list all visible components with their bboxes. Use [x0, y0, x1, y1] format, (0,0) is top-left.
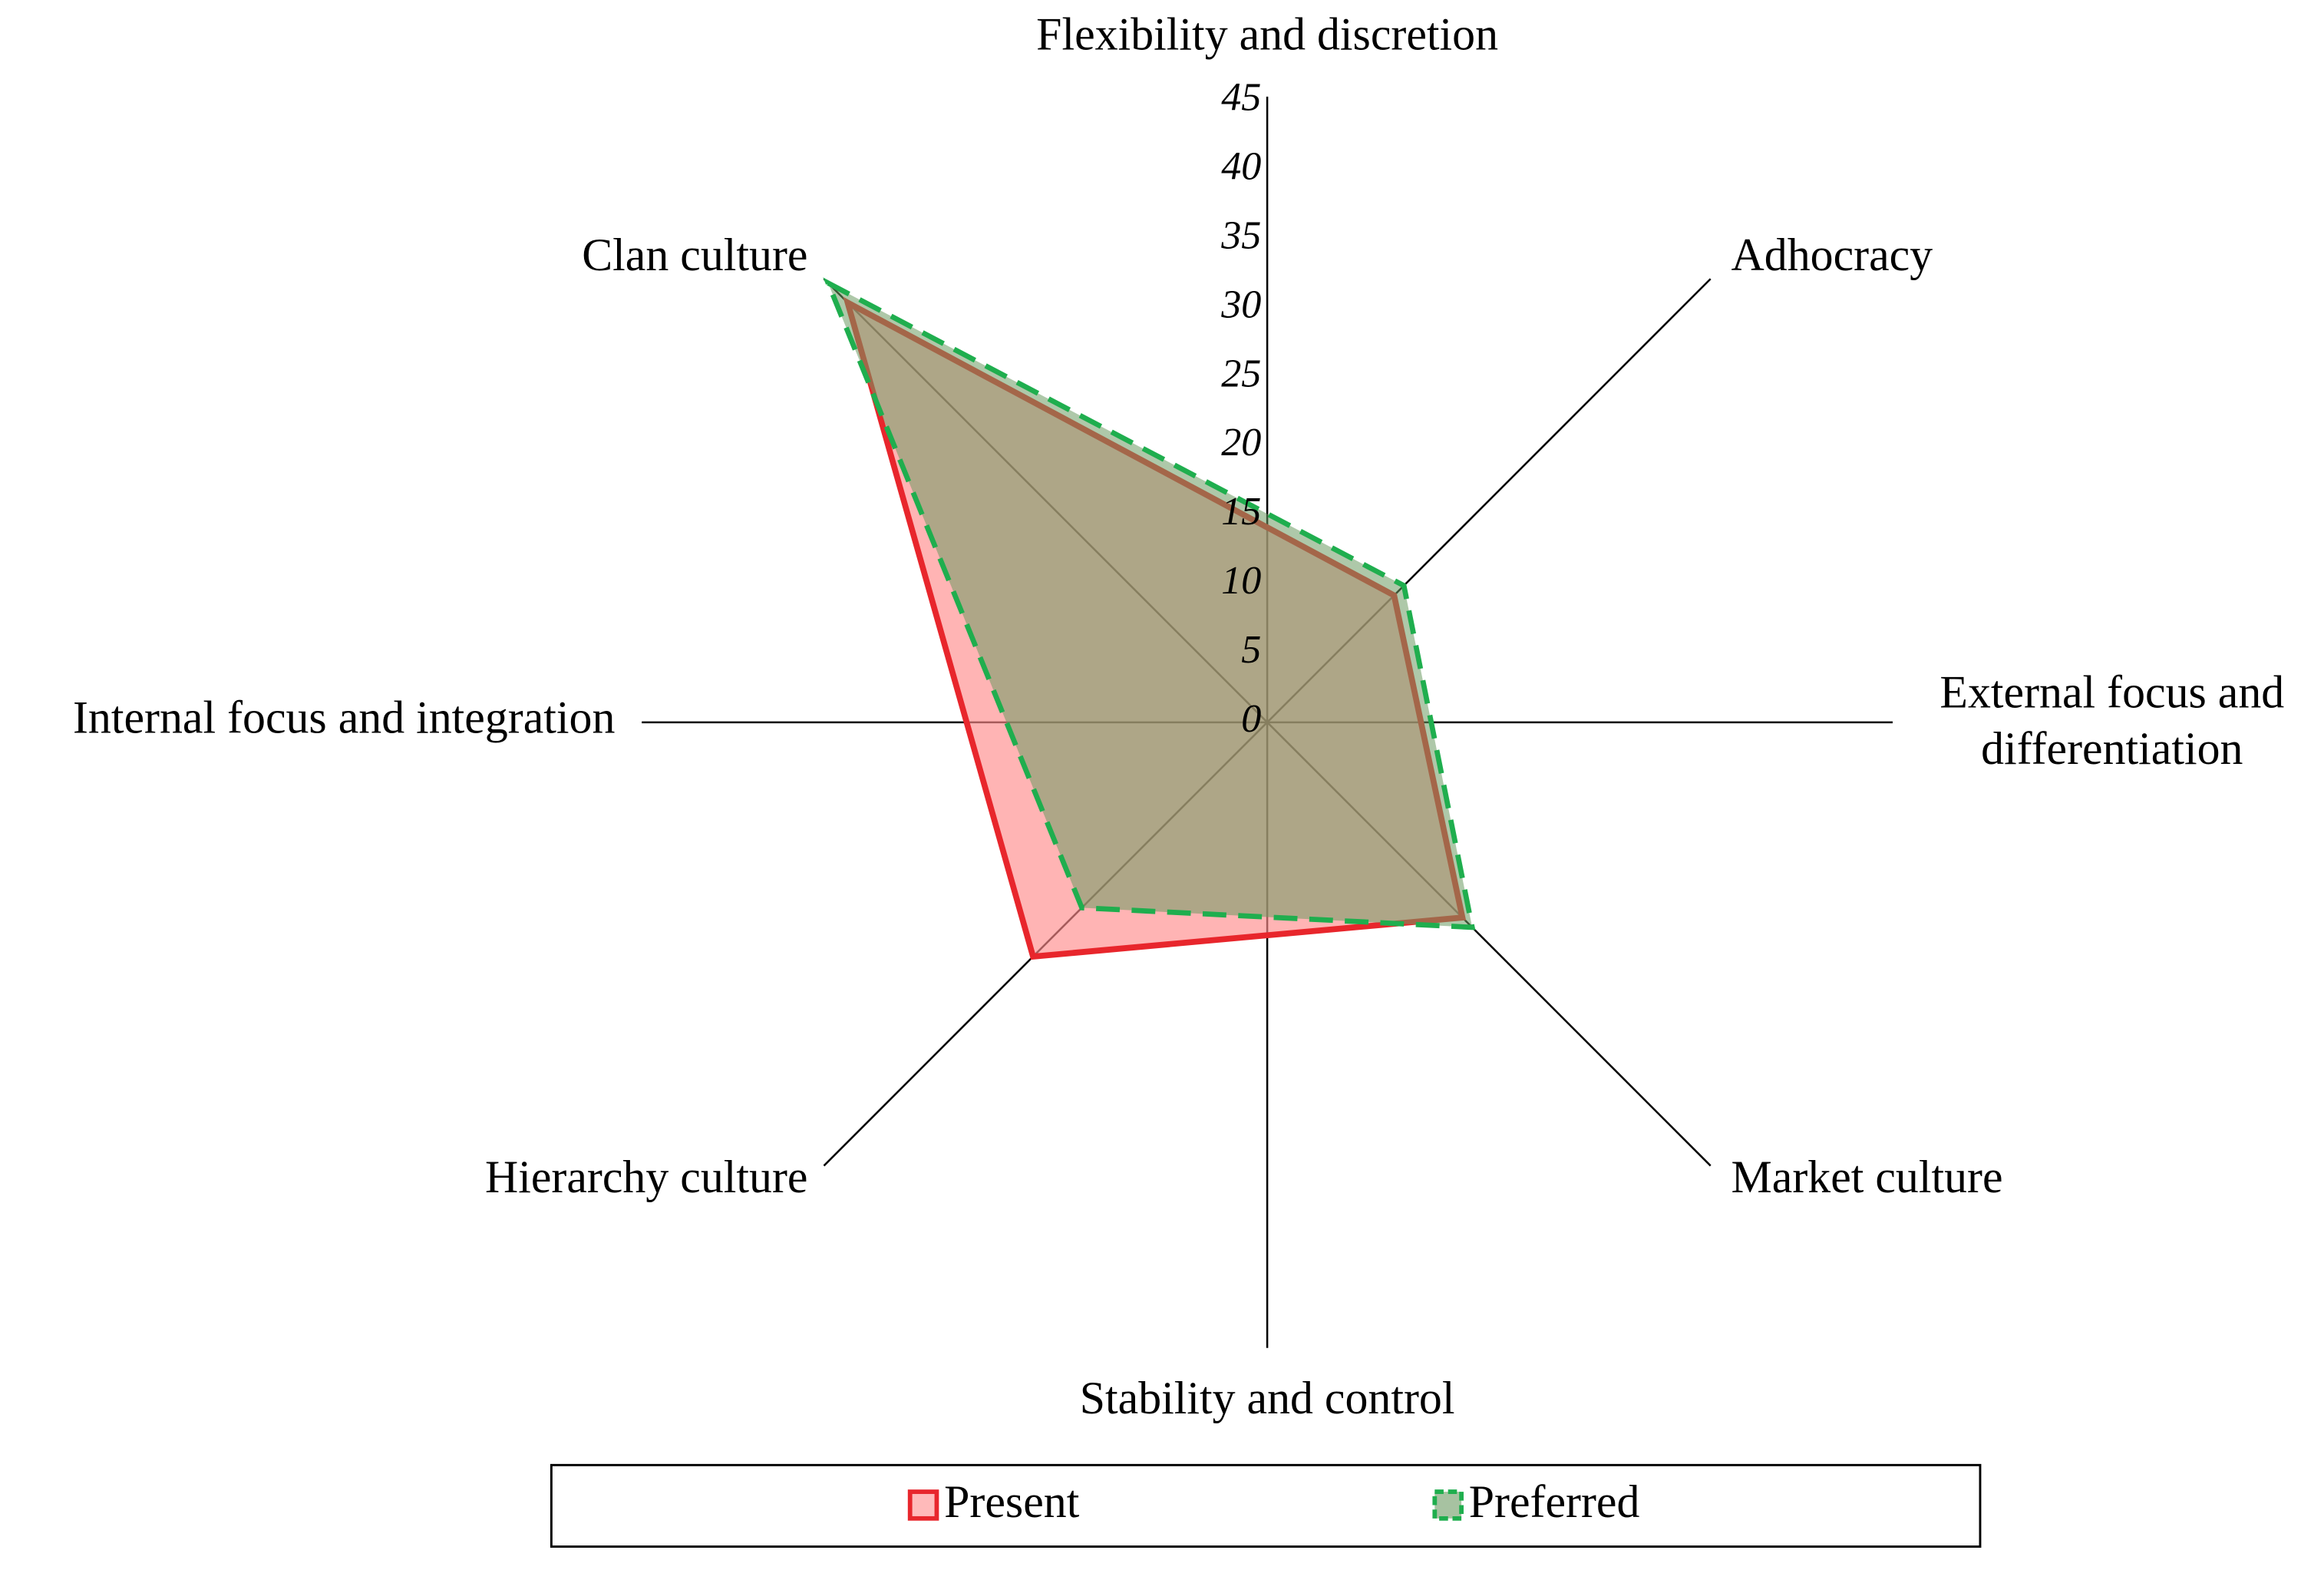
category-label: Market culture — [1731, 1152, 2003, 1202]
y-tick-label: 35 — [1220, 213, 1261, 257]
legend-box — [550, 1463, 1982, 1548]
category-label: Adhocracy — [1731, 230, 1933, 280]
y-tick-label: 45 — [1221, 76, 1261, 120]
axis-label-left: Internal focus and integration — [73, 692, 615, 743]
y-tick-label: 40 — [1221, 145, 1261, 189]
category-label: Clan culture — [582, 230, 807, 280]
axis-label-top: Flexibility and discretion — [1036, 8, 1498, 59]
y-tick-label: 5 — [1241, 628, 1261, 672]
legend-swatch — [1432, 1489, 1464, 1521]
legend-label: Present — [944, 1476, 1080, 1527]
axis-label-right: External focus and differentiation — [1939, 666, 2285, 775]
y-tick-label: 30 — [1220, 283, 1261, 326]
y-tick-label: 15 — [1221, 490, 1261, 534]
y-tick-label: 25 — [1221, 352, 1261, 395]
y-tick-label: 20 — [1221, 421, 1261, 464]
series-area — [823, 277, 1476, 930]
category-label: Hierarchy culture — [485, 1152, 807, 1202]
y-tick-label: 0 — [1241, 697, 1261, 741]
axis-label-right-box: External focus and differentiation — [1939, 666, 2285, 775]
legend-label: Preferred — [1469, 1476, 1640, 1527]
y-tick-label: 10 — [1221, 559, 1261, 603]
axis-label-bottom: Stability and control — [1080, 1373, 1455, 1423]
legend-swatch — [907, 1489, 939, 1521]
